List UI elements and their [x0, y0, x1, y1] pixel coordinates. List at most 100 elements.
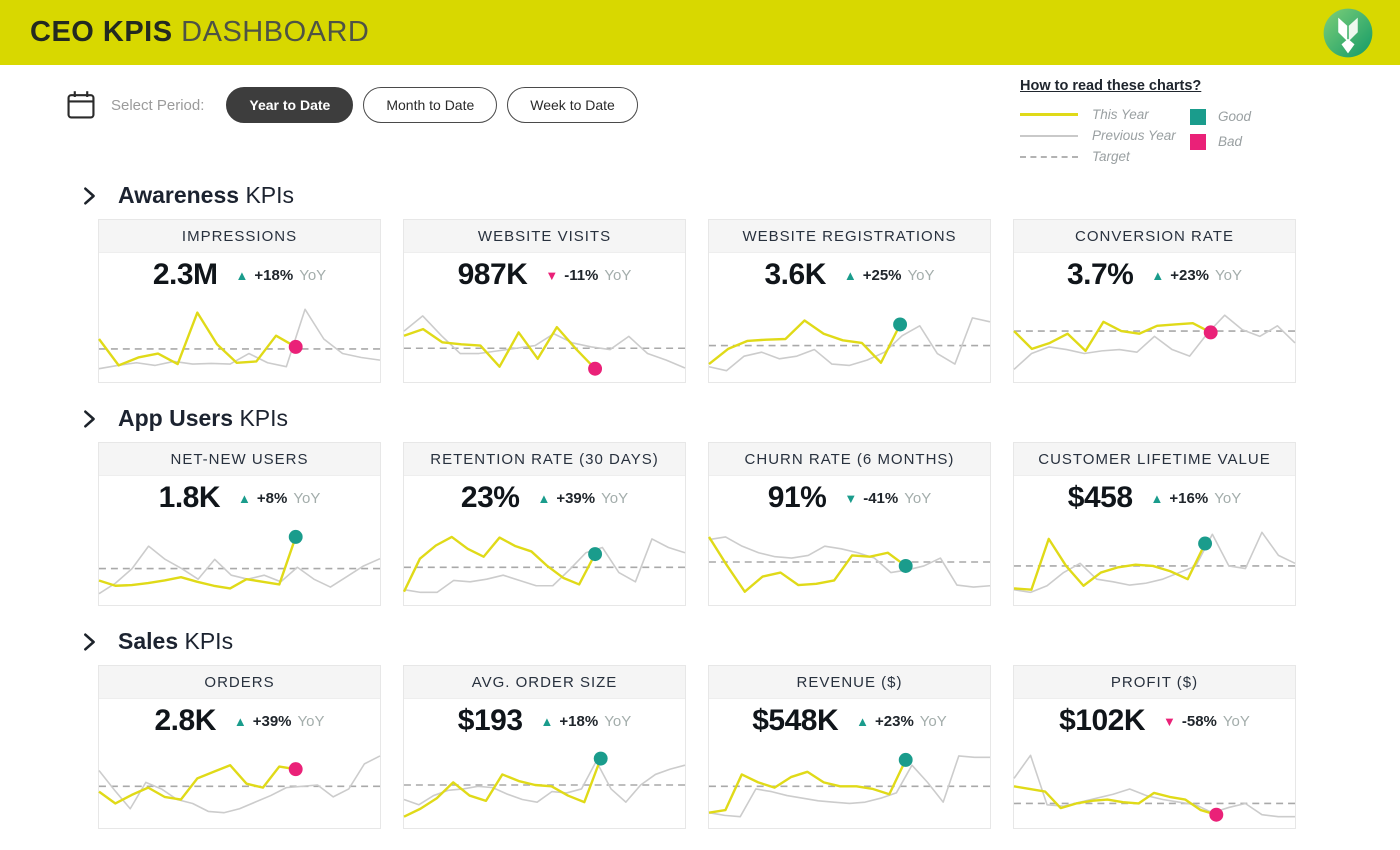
previous-year-line	[403, 760, 686, 806]
this-year-line	[708, 319, 902, 366]
kpi-value: 3.6K	[764, 258, 826, 291]
kpi-stat-row: $102K ▼ -58% YoY	[1014, 699, 1295, 743]
endpoint-dot	[898, 752, 913, 767]
kpi-delta-percent: +18%	[559, 712, 599, 730]
this-year-line	[708, 759, 907, 814]
kpi-delta: ▲ +23% YoY	[1151, 267, 1242, 284]
previous-year-line	[1013, 531, 1296, 594]
sparkline-svg	[1013, 314, 1296, 370]
this-year-line-icon	[1020, 113, 1078, 116]
kpi-card-row: IMPRESSIONS 2.3M ▲ +18% YoY WEBSITE VISI…	[98, 219, 1400, 383]
endpoint-dot	[288, 339, 303, 354]
endpoint-dot	[1198, 536, 1213, 551]
kpi-card: RETENTION RATE (30 DAYS) 23% ▲ +39% YoY	[402, 442, 686, 606]
kpi-sparkline	[1013, 743, 1295, 827]
kpi-card-title: IMPRESSIONS	[99, 220, 380, 253]
kpi-delta: ▲ +18% YoY	[236, 267, 327, 284]
legend-item-target: Target	[1020, 146, 1190, 167]
kpi-delta-suffix: YoY	[1215, 266, 1243, 284]
kpi-card: WEBSITE REGISTRATIONS 3.6K ▲ +25% YoY	[708, 219, 991, 383]
kpi-card: NET-NEW USERS 1.8K ▲ +8% YoY	[98, 442, 381, 606]
kpi-stat-row: 23% ▲ +39% YoY	[404, 476, 685, 520]
sparkline-svg	[98, 755, 381, 814]
kpi-card-title: NET-NEW USERS	[99, 443, 380, 476]
kpi-value: 3.7%	[1066, 258, 1134, 291]
previous-year-line	[98, 755, 381, 814]
trend-up-icon: ▲	[843, 267, 857, 283]
endpoint-dot	[1203, 325, 1218, 340]
this-year-line	[402, 535, 597, 593]
kpi-card-title: WEBSITE REGISTRATIONS	[709, 220, 990, 253]
endpoint-dot	[898, 558, 913, 573]
kpi-card: ORDERS 2.8K ▲ +39% YoY	[98, 665, 381, 829]
kpi-sparkline	[98, 520, 381, 604]
page-title-bold: CEO KPIS	[30, 16, 173, 48]
chevron-right-icon[interactable]	[78, 631, 100, 653]
kpi-delta-percent: -11%	[564, 266, 599, 284]
kpi-value: $458	[1067, 481, 1133, 514]
kpi-delta: ▲ +16% YoY	[1151, 490, 1242, 507]
kpi-delta-suffix: YoY	[1214, 489, 1242, 507]
endpoint-dot	[893, 317, 908, 332]
endpoint-dot	[288, 529, 303, 544]
select-period-label: Select Period:	[111, 96, 205, 114]
kpi-stat-row: $548K ▲ +23% YoY	[709, 699, 990, 743]
kpi-delta-percent: +23%	[1170, 266, 1210, 284]
chevron-right-icon[interactable]	[78, 408, 100, 430]
kpi-delta: ▲ +39% YoY	[234, 713, 325, 730]
section-header: App Users KPIs	[78, 405, 1400, 432]
kpi-delta-suffix: YoY	[299, 266, 327, 284]
chevron-right-icon[interactable]	[78, 185, 100, 207]
kpi-delta-suffix: YoY	[293, 489, 321, 507]
kpi-delta-suffix: YoY	[907, 266, 935, 284]
kpi-card: CONVERSION RATE 3.7% ▲ +23% YoY	[1013, 219, 1296, 383]
bad-swatch-icon	[1190, 133, 1206, 150]
previous-year-line	[403, 538, 686, 594]
kpi-delta: ▲ +23% YoY	[856, 713, 947, 730]
legend-label: Previous Year	[1092, 128, 1176, 143]
calendar-icon	[67, 91, 95, 119]
dashboard-body: Awareness KPIs IMPRESSIONS 2.3M ▲ +18% Y…	[0, 182, 1400, 829]
this-year-line	[403, 758, 602, 818]
kpi-sparkline	[1013, 297, 1296, 381]
kpi-sparkline	[98, 743, 381, 827]
kpi-card: WEBSITE VISITS 987K ▼ -11% YoY	[403, 219, 686, 383]
previous-year-line	[708, 317, 991, 372]
kpi-sparkline	[98, 297, 381, 381]
kpi-delta-percent: +8%	[256, 489, 288, 507]
app-header: CEO KPIS DASHBOARD	[0, 0, 1400, 65]
kpi-sparkline	[708, 297, 991, 381]
legend-series-list: This Year Previous Year Target	[1020, 104, 1190, 167]
kpi-delta-percent: +39%	[252, 712, 292, 730]
legend-label: Target	[1092, 149, 1130, 164]
legend-item-this-year: This Year	[1020, 104, 1190, 125]
kpi-card-title: ORDERS	[99, 666, 380, 699]
kpi-delta: ▼ -41% YoY	[844, 490, 931, 507]
this-year-line	[1013, 537, 1207, 591]
previous-year-line	[98, 308, 381, 370]
previous-year-line	[403, 315, 686, 369]
endpoint-dot	[1209, 807, 1224, 822]
kpi-delta-percent: +23%	[875, 712, 914, 730]
sparkline-svg	[403, 751, 686, 818]
kpi-delta-percent: -58%	[1181, 712, 1217, 730]
trend-up-icon: ▲	[233, 713, 247, 729]
kpi-delta: ▼ -11% YoY	[545, 267, 631, 284]
kpi-stat-row: 987K ▼ -11% YoY	[404, 253, 685, 297]
trend-up-icon: ▲	[235, 267, 249, 283]
kpi-delta-percent: +18%	[254, 266, 294, 284]
kpi-delta-percent: -41%	[863, 489, 899, 507]
sparkline-svg	[1013, 754, 1295, 822]
legend-item-previous-year: Previous Year	[1020, 125, 1190, 146]
period-button-year-to-date[interactable]: Year to Date	[226, 87, 354, 123]
section-title: Sales KPIs	[118, 628, 233, 655]
period-button-month-to-date[interactable]: Month to Date	[363, 87, 498, 123]
trend-up-icon: ▲	[1151, 267, 1165, 283]
legend-help-link[interactable]: How to read these charts?	[1020, 78, 1202, 94]
kpi-sparkline	[402, 520, 686, 604]
kpi-delta-percent: +25%	[862, 266, 902, 284]
endpoint-dot	[593, 751, 608, 766]
controls-row: Select Period: Year to Date Month to Dat…	[0, 65, 1400, 164]
kpi-delta-suffix: YoY	[1222, 712, 1250, 730]
period-button-week-to-date[interactable]: Week to Date	[507, 87, 638, 123]
